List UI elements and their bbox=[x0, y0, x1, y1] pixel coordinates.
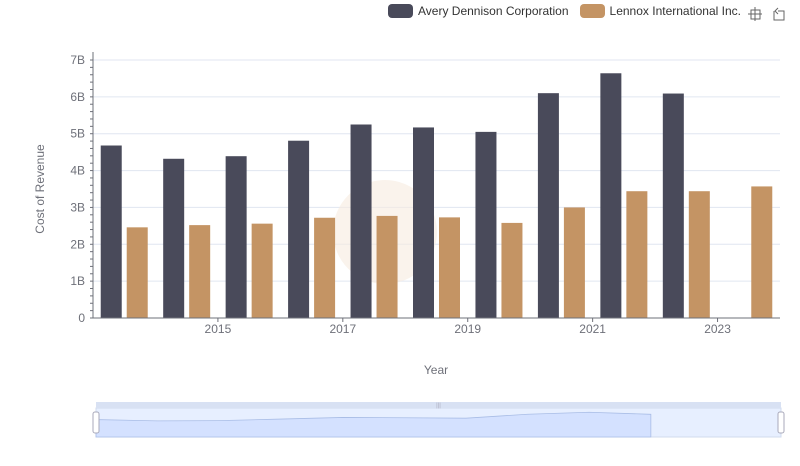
bar-lennox-2015 bbox=[189, 225, 211, 318]
bar-lennox-2020 bbox=[501, 222, 523, 318]
bar-avery-2018 bbox=[350, 124, 372, 318]
x-tick-label: 2017 bbox=[329, 322, 356, 336]
x-tick-label: 2015 bbox=[205, 322, 232, 336]
bar-lennox-2022 bbox=[626, 191, 648, 318]
restore-icon[interactable] bbox=[771, 6, 787, 22]
legend-label-avery: Avery Dennison Corporation bbox=[418, 4, 569, 18]
x-tick-label: 2019 bbox=[454, 322, 481, 336]
bar-lennox-2016 bbox=[251, 223, 273, 318]
bars bbox=[100, 73, 773, 319]
bar-avery-2014 bbox=[100, 145, 122, 318]
y-tick-label: 6B bbox=[70, 90, 85, 104]
bar-avery-2022 bbox=[600, 73, 622, 318]
zoom-handle-right bbox=[777, 411, 785, 434]
zoom-preview-area bbox=[95, 411, 652, 438]
bar-avery-2019 bbox=[413, 127, 434, 318]
bar-avery-2016 bbox=[225, 156, 247, 318]
legend-label-lennox: Lennox International Inc. bbox=[609, 4, 741, 18]
zoom-icon[interactable] bbox=[747, 6, 763, 22]
y-tick-label: 0 bbox=[78, 311, 85, 325]
x-tick-label: 2023 bbox=[704, 322, 731, 336]
x-tick-label: 2021 bbox=[579, 322, 606, 336]
zoom-grip: ||| bbox=[436, 403, 441, 409]
bar-lennox-2024 bbox=[751, 186, 773, 318]
bar-avery-2023 bbox=[662, 93, 684, 318]
bar-lennox-2017 bbox=[314, 217, 336, 318]
y-tick-label: 3B bbox=[70, 200, 85, 214]
x-axis-title: Year bbox=[424, 363, 448, 377]
bar-lennox-2023 bbox=[688, 191, 710, 318]
axes: 0 1B 2B 3B 4B 5B 6B 7B 2015 2017 2019 2021 2023 Year C… bbox=[33, 52, 780, 377]
data-zoom-slider[interactable]: ||| bbox=[92, 402, 785, 438]
legend-item-lennox[interactable]: Lennox International Inc. bbox=[579, 4, 741, 18]
bar-lennox-2021 bbox=[563, 207, 585, 318]
bar-lennox-2018 bbox=[376, 215, 398, 318]
y-tick-label: 2B bbox=[70, 237, 85, 251]
legend-swatch-avery bbox=[388, 4, 413, 18]
y-tick-label: 7B bbox=[70, 53, 85, 67]
legend: Avery Dennison Corporation Lennox Intern… bbox=[388, 4, 752, 18]
bar-avery-2021 bbox=[537, 93, 559, 319]
zoom-handle-left bbox=[92, 411, 100, 434]
bar-avery-2015 bbox=[163, 158, 185, 318]
bar-avery-2020 bbox=[475, 131, 497, 318]
toolbox bbox=[747, 6, 787, 22]
y-axis-title: Cost of Revenue bbox=[33, 144, 47, 234]
y-tick-label: 5B bbox=[70, 127, 85, 141]
legend-item-avery[interactable]: Avery Dennison Corporation bbox=[388, 4, 569, 18]
y-tick-label: 4B bbox=[70, 164, 85, 178]
bar-lennox-2014 bbox=[126, 227, 148, 318]
bar-lennox-2019 bbox=[439, 217, 460, 318]
bar-avery-2017 bbox=[288, 140, 310, 318]
y-tick-label: 1B bbox=[70, 274, 85, 288]
zoom-top-bar bbox=[96, 402, 781, 408]
legend-swatch-lennox bbox=[579, 4, 605, 18]
